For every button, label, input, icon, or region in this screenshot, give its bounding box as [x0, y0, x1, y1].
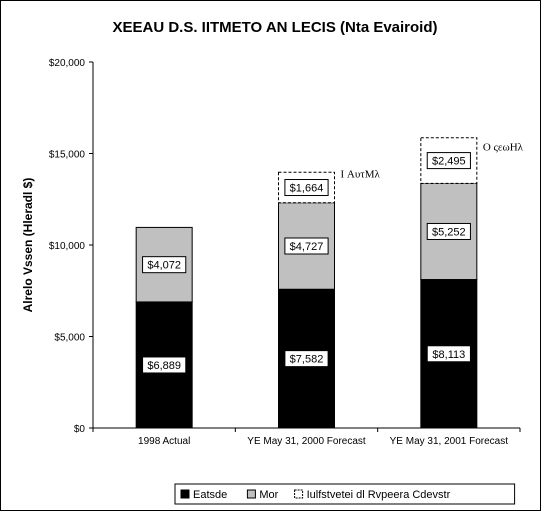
legend-swatch — [294, 489, 304, 499]
legend-swatch — [180, 489, 190, 499]
legend-label: Iulfstvetei dl Rvpeera Cdevstr — [307, 489, 451, 501]
legend-label: Eatsde — [193, 489, 227, 501]
y-tick-label: $0 — [74, 424, 86, 435]
data-label-box — [284, 237, 329, 255]
y-tick-label: $20,000 — [49, 58, 86, 69]
bar-annotation: I ΑυτΜλ — [341, 169, 381, 181]
y-tick-label: $15,000 — [49, 150, 86, 161]
x-tick-label: YE May 31, 2001 Forecast — [390, 436, 509, 447]
chart-title: XEEAU D.S. IITMETO AN LECIS (Nta Evairoi… — [112, 19, 437, 36]
y-tick-label: $5,000 — [54, 333, 85, 344]
data-label-box — [142, 256, 187, 274]
data-label: $1,664 — [290, 183, 324, 195]
data-label: $6,889 — [147, 360, 181, 372]
data-label: $4,727 — [290, 241, 324, 253]
data-label-box — [426, 152, 471, 170]
y-tick-label: $10,000 — [49, 241, 86, 252]
data-label-box — [426, 345, 471, 363]
data-label-box — [284, 350, 329, 368]
data-label: $8,113 — [432, 349, 465, 361]
y-axis: $0 $5,000 $10,000 $15,000 $20,000 — [49, 58, 94, 435]
legend: Eatsde Mor Iulfstvetei dl Rvpeera Cdevstr — [174, 483, 516, 505]
data-label-box — [426, 222, 471, 240]
x-tick-label: 1998 Actual — [138, 436, 190, 447]
data-label-box — [284, 179, 329, 197]
legend-swatch — [246, 489, 256, 499]
data-label: $2,495 — [432, 156, 466, 168]
annotations: I ΑυτΜλ Ο ςεωΗλ — [341, 142, 524, 181]
legend-box — [174, 483, 516, 505]
data-labels: $6,889 $4,072 $7,582 $4,727 $1,664 $8,113 $5,2… — [142, 152, 471, 374]
data-label: $7,582 — [290, 354, 324, 366]
data-label: $4,072 — [147, 260, 181, 272]
y-axis-label: Alrelo Vssen (Hleradl $) — [21, 178, 35, 313]
x-tick-label: YE May 31, 2000 Forecast — [247, 436, 366, 447]
data-label: $5,252 — [432, 226, 466, 238]
x-axis: 1998 Actual YE May 31, 2000 Forecast YE Ma… — [92, 427, 521, 447]
legend-label: Mor — [259, 489, 278, 501]
bar-annotation: Ο ςεωΗλ — [483, 142, 524, 154]
data-label-box — [142, 356, 187, 374]
